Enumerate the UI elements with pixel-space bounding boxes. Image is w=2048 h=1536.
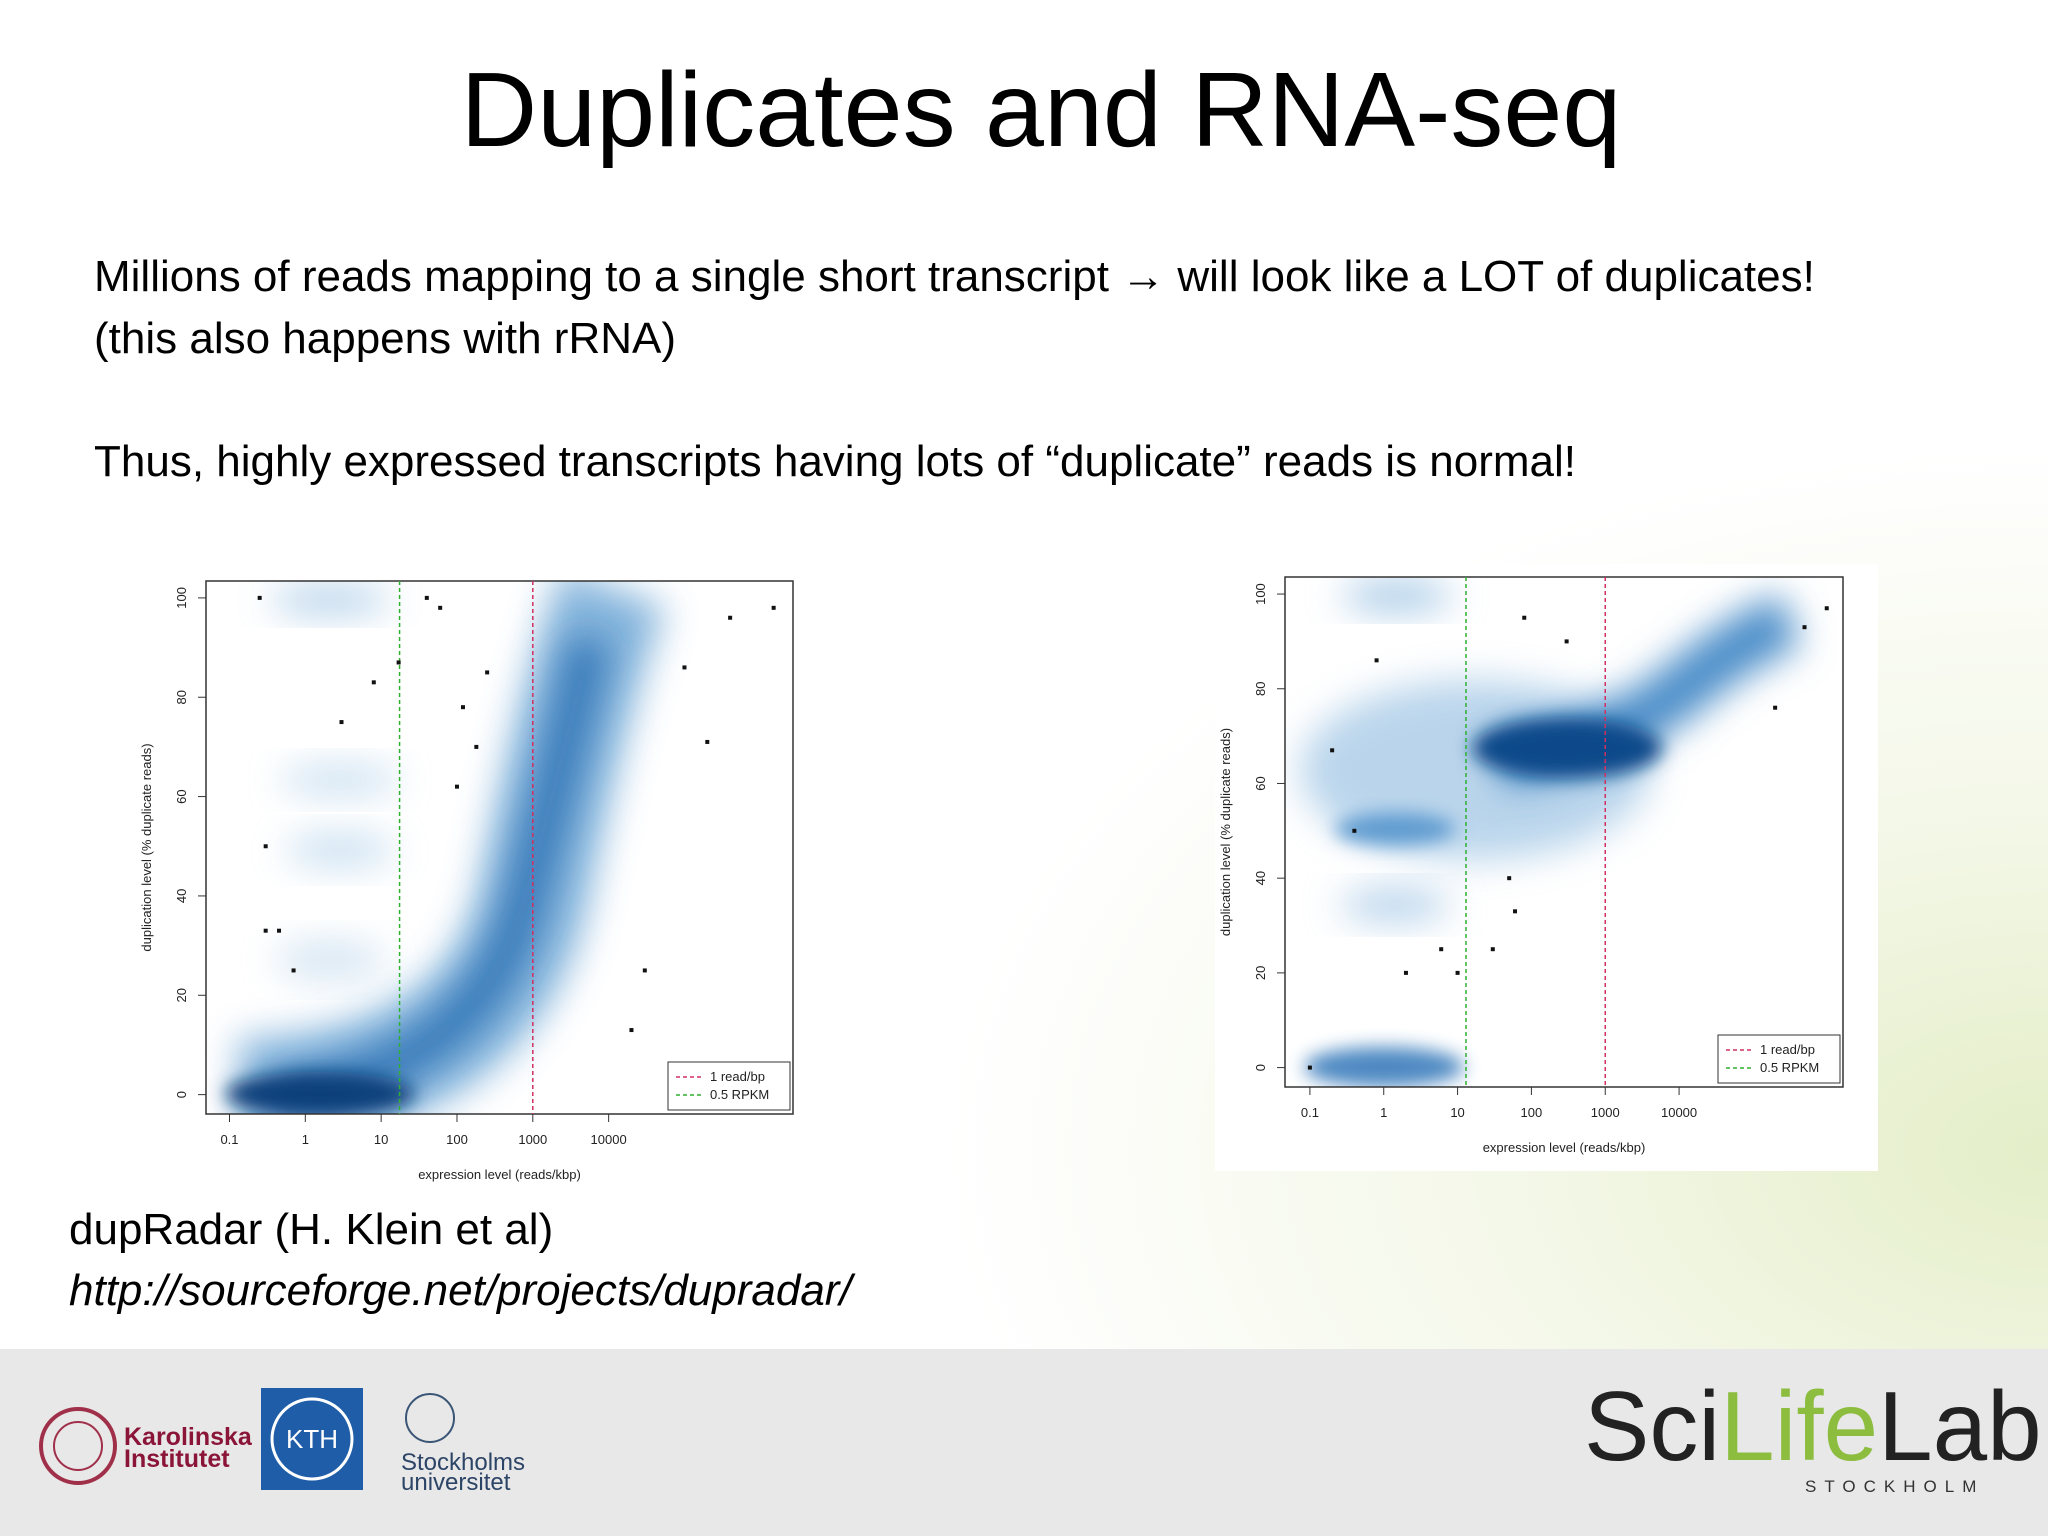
logo-text: universitet bbox=[401, 1469, 511, 1496]
logo-text: SciLifeLab bbox=[1584, 1371, 2042, 1481]
y-tick-label: 100 bbox=[1253, 583, 1268, 605]
x-tick-label: 10000 bbox=[591, 1132, 627, 1147]
point bbox=[474, 744, 479, 749]
logo-text: Stockholms bbox=[401, 1449, 525, 1476]
point bbox=[339, 720, 344, 725]
x-tick-label: 0.1 bbox=[1301, 1105, 1319, 1120]
y-tick-label: 40 bbox=[1253, 871, 1268, 885]
point bbox=[629, 1028, 634, 1033]
point bbox=[1439, 947, 1444, 952]
x-tick-label: 10 bbox=[374, 1132, 388, 1147]
point bbox=[371, 680, 376, 685]
x-tick-label: 10 bbox=[1450, 1105, 1464, 1120]
density bbox=[1300, 582, 1801, 1087]
legend-label: 0.5 RPKM bbox=[1760, 1060, 1819, 1075]
x-tick-label: 10000 bbox=[1661, 1105, 1697, 1120]
citation: dupRadar (H. Klein et al) bbox=[69, 1205, 554, 1254]
slide-title: Duplicates and RNA-seq bbox=[460, 51, 1622, 169]
citation-url: http://sourceforge.net/projects/dupradar… bbox=[69, 1266, 852, 1315]
point bbox=[642, 968, 647, 973]
point bbox=[1307, 1065, 1312, 1070]
y-tick-label: 20 bbox=[174, 988, 189, 1002]
point bbox=[1522, 615, 1527, 620]
point bbox=[263, 844, 268, 849]
y-tick-label: 80 bbox=[1253, 682, 1268, 696]
x-tick-label: 1000 bbox=[1591, 1105, 1620, 1120]
legend-label: 0.5 RPKM bbox=[710, 1087, 769, 1102]
point bbox=[1330, 748, 1335, 753]
body-line: Millions of reads mapping to a single sh… bbox=[94, 252, 1815, 301]
logo-stockholm-university: Stockholms universitet bbox=[401, 1393, 525, 1496]
y-tick-label: 80 bbox=[174, 690, 189, 704]
point bbox=[1490, 947, 1495, 952]
x-tick-label: 100 bbox=[446, 1132, 468, 1147]
point bbox=[257, 595, 262, 600]
point bbox=[1773, 705, 1778, 710]
plot-frame bbox=[1284, 576, 1844, 1088]
point bbox=[1564, 639, 1569, 644]
point bbox=[1802, 625, 1807, 630]
y-tick-label: 40 bbox=[174, 889, 189, 903]
point bbox=[1352, 828, 1357, 833]
x-tick-label: 1 bbox=[302, 1132, 309, 1147]
body-line: (this also happens with rRNA) bbox=[94, 314, 677, 363]
logo-text: STOCKHOLM bbox=[1805, 1477, 1984, 1496]
point bbox=[728, 615, 733, 620]
logo-karolinska: Karolinska Institutet bbox=[39, 1407, 253, 1485]
point bbox=[1374, 658, 1379, 663]
logo-text: Institutet bbox=[124, 1445, 230, 1473]
y-tick-label: 100 bbox=[174, 587, 189, 609]
legend bbox=[667, 1061, 791, 1111]
legend-label: 1 read/bp bbox=[1760, 1042, 1815, 1057]
point bbox=[291, 968, 296, 973]
logo-scilifelab: SciLifeLab STOCKHOLM bbox=[1584, 1371, 2042, 1496]
plot-frame bbox=[205, 580, 794, 1115]
body-line: Thus, highly expressed transcripts havin… bbox=[94, 437, 1577, 486]
point bbox=[1513, 909, 1518, 914]
y-tick-label: 60 bbox=[1253, 776, 1268, 790]
y-tick-label: 0 bbox=[174, 1091, 189, 1098]
point bbox=[396, 660, 401, 665]
y-tick-label: 20 bbox=[1253, 966, 1268, 980]
y-axis-label: duplication level (% duplicate reads) bbox=[1218, 728, 1233, 936]
logo-text: KTH bbox=[286, 1424, 338, 1454]
point bbox=[263, 928, 268, 933]
point bbox=[682, 665, 687, 670]
x-axis-label: expression level (reads/kbp) bbox=[1483, 1140, 1646, 1155]
point bbox=[1455, 970, 1460, 975]
y-tick-label: 60 bbox=[174, 789, 189, 803]
y-axis-label: duplication level (% duplicate reads) bbox=[139, 743, 154, 951]
x-tick-label: 100 bbox=[1521, 1105, 1543, 1120]
logo-text: Karolinska bbox=[124, 1423, 253, 1451]
point bbox=[1507, 876, 1512, 881]
point bbox=[1403, 970, 1408, 975]
x-tick-label: 1000 bbox=[518, 1132, 547, 1147]
point bbox=[705, 739, 710, 744]
x-axis-label: expression level (reads/kbp) bbox=[418, 1167, 581, 1182]
point bbox=[454, 784, 459, 789]
x-tick-label: 1 bbox=[1380, 1105, 1387, 1120]
legend bbox=[1717, 1034, 1841, 1084]
x-tick-label: 0.1 bbox=[220, 1132, 238, 1147]
logo-kth: KTH bbox=[261, 1388, 363, 1490]
legend-label: 1 read/bp bbox=[710, 1069, 765, 1084]
point bbox=[1824, 606, 1829, 611]
point bbox=[771, 605, 776, 610]
point bbox=[277, 928, 282, 933]
point bbox=[424, 595, 429, 600]
point bbox=[460, 705, 465, 710]
point bbox=[485, 670, 490, 675]
y-tick-label: 0 bbox=[1253, 1064, 1268, 1071]
point bbox=[438, 605, 443, 610]
